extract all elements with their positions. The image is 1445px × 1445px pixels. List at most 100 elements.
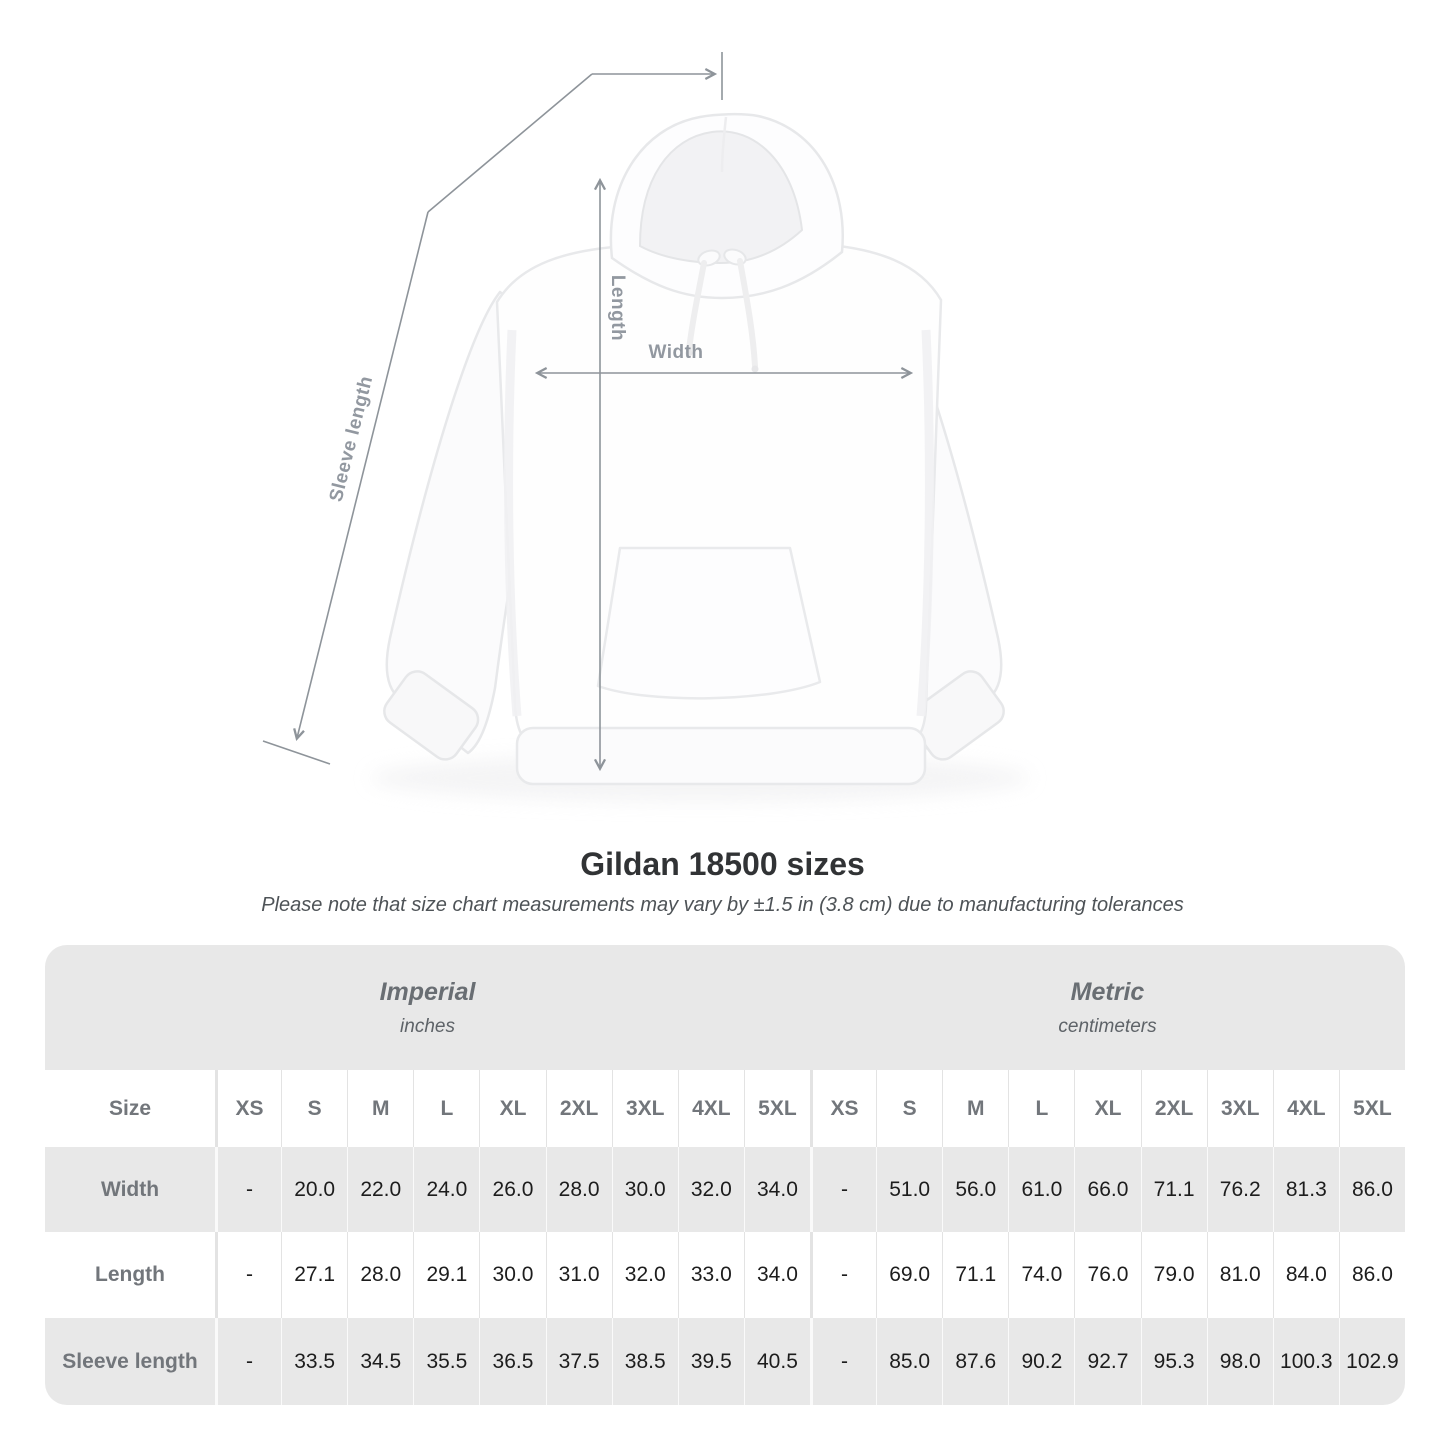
size-header-metric-m: M xyxy=(942,1070,1008,1147)
drawstring-tip xyxy=(685,349,693,357)
right-side-seam xyxy=(916,329,934,717)
value-cell-metric: - xyxy=(810,1318,876,1405)
value-cell-imperial: - xyxy=(215,1232,281,1318)
value-cell-imperial: 29.1 xyxy=(413,1232,479,1318)
value-cell-imperial: 40.5 xyxy=(743,1318,810,1405)
value-cell-metric: 74.0 xyxy=(1008,1232,1074,1318)
value-cell-imperial: 36.5 xyxy=(479,1318,545,1405)
value-cell-imperial: 30.0 xyxy=(611,1147,678,1232)
value-cell-imperial: 33.5 xyxy=(281,1318,347,1405)
imperial-unit-label: inches xyxy=(400,1015,455,1037)
value-cell-imperial: 33.0 xyxy=(677,1232,744,1318)
value-cell-imperial: 34.0 xyxy=(743,1147,810,1232)
value-cell-metric: 98.0 xyxy=(1206,1318,1273,1405)
width-measure-label: Width xyxy=(648,342,704,363)
value-cell-imperial: 34.0 xyxy=(743,1232,810,1318)
tolerance-note: Please note that size chart measurements… xyxy=(261,894,1184,916)
value-cell-metric: - xyxy=(810,1147,876,1232)
sleeve-shoulder-segment xyxy=(427,73,593,213)
value-cell-metric: 81.0 xyxy=(1206,1232,1273,1318)
value-cell-metric: - xyxy=(810,1232,876,1318)
row-label: Width xyxy=(100,1177,160,1201)
value-cell-imperial: - xyxy=(215,1318,281,1405)
value-cell-metric: 61.0 xyxy=(1008,1147,1074,1232)
value-cell-imperial: 35.5 xyxy=(413,1318,479,1405)
value-cell-imperial: 37.5 xyxy=(545,1318,612,1405)
imperial-section-header: Imperial inches xyxy=(45,945,810,1070)
size-table: Imperial inches Metric centimeters Size X… xyxy=(45,945,1405,1405)
size-header-metric-xl: XL xyxy=(1074,1070,1140,1147)
value-cell-metric: 95.3 xyxy=(1140,1318,1207,1405)
size-header-row: Size XS S M L XL 2XL 3XL 4XL 5XL XS S M L XL 2XL 3XL 4XL 5… xyxy=(45,1070,1405,1147)
value-cell-metric: 51.0 xyxy=(876,1147,942,1232)
metric-label: Metric xyxy=(1070,977,1145,1006)
sleeve-length-arrow xyxy=(293,211,429,742)
value-cell-metric: 76.0 xyxy=(1074,1232,1140,1318)
value-cell-metric: 79.0 xyxy=(1140,1232,1207,1318)
metric-unit-label: centimeters xyxy=(1058,1015,1157,1037)
size-column-header: Size xyxy=(108,1096,152,1120)
value-cell-metric: 102.9 xyxy=(1338,1318,1405,1405)
size-header-imperial-4xl: 4XL xyxy=(677,1070,744,1147)
hem-band xyxy=(515,726,927,786)
hoodie-garment xyxy=(370,112,1030,802)
size-header-metric-l: L xyxy=(1008,1070,1074,1147)
left-drawstring xyxy=(686,260,707,353)
size-header-imperial-s: S xyxy=(281,1070,347,1147)
value-cell-imperial: 20.0 xyxy=(281,1147,347,1232)
value-cell-metric: 92.7 xyxy=(1074,1318,1140,1405)
row-label: Length xyxy=(95,1263,165,1286)
value-cell-imperial: - xyxy=(215,1147,281,1232)
value-cell-imperial: 32.0 xyxy=(611,1232,678,1318)
hoodie-measurement-figure: Sleeve length Length Width xyxy=(262,52,1030,802)
width-row: Width -20.0 22.0 24.0 26.0 28.0 30.0 32.0 34.0-5… xyxy=(45,1147,1405,1232)
value-cell-imperial: 39.5 xyxy=(677,1318,744,1405)
left-side-seam xyxy=(504,329,522,717)
value-cell-metric: 71.1 xyxy=(942,1232,1008,1318)
metric-section-header: Metric centimeters xyxy=(810,945,1405,1070)
value-cell-imperial: 30.0 xyxy=(479,1232,545,1318)
value-cell-metric: 84.0 xyxy=(1272,1232,1339,1318)
value-cell-imperial: 26.0 xyxy=(479,1147,545,1232)
value-cell-metric: 90.2 xyxy=(1008,1318,1074,1405)
value-cell-imperial: 32.0 xyxy=(677,1147,744,1232)
imperial-label: Imperial xyxy=(379,977,476,1006)
value-cell-metric: 86.0 xyxy=(1338,1147,1405,1232)
size-header-metric-s: S xyxy=(876,1070,942,1147)
value-cell-metric: 69.0 xyxy=(876,1232,942,1318)
size-header-imperial-l: L xyxy=(413,1070,479,1147)
kangaroo-pocket xyxy=(596,546,822,700)
size-header-metric-2xl: 2XL xyxy=(1140,1070,1207,1147)
hood-seam xyxy=(720,116,728,173)
value-cell-metric: 76.2 xyxy=(1206,1147,1273,1232)
size-header-metric-3xl: 3XL xyxy=(1206,1070,1273,1147)
size-header-imperial-m: M xyxy=(347,1070,413,1147)
size-header-metric-5xl: 5XL xyxy=(1338,1070,1405,1147)
value-cell-imperial: 31.0 xyxy=(545,1232,612,1318)
sleeve-end-tick xyxy=(262,740,331,765)
measurement-lines xyxy=(262,52,914,772)
value-cell-metric: 66.0 xyxy=(1074,1147,1140,1232)
size-header-metric-xs: XS xyxy=(810,1070,876,1147)
unit-header-band: Imperial inches Metric centimeters xyxy=(45,945,1405,1070)
size-header-imperial-xl: XL xyxy=(479,1070,545,1147)
right-drawstring xyxy=(737,258,758,369)
value-cell-imperial: 28.0 xyxy=(545,1147,612,1232)
value-cell-metric: 100.3 xyxy=(1272,1318,1339,1405)
sleeve-length-row: Sleeve length -33.5 34.5 35.5 36.5 37.5 38.5 39… xyxy=(45,1318,1405,1405)
hoodie-illustration xyxy=(262,52,1030,802)
left-cuff xyxy=(383,670,480,761)
row-label: Sleeve length xyxy=(62,1349,198,1373)
value-cell-metric: 85.0 xyxy=(876,1318,942,1405)
value-cell-imperial: 27.1 xyxy=(281,1232,347,1318)
size-header-imperial-2xl: 2XL xyxy=(545,1070,612,1147)
value-cell-metric: 56.0 xyxy=(942,1147,1008,1232)
size-header-metric-4xl: 4XL xyxy=(1272,1070,1339,1147)
value-cell-metric: 71.1 xyxy=(1140,1147,1207,1232)
drawstring-tip xyxy=(751,365,759,373)
value-cell-metric: 87.6 xyxy=(942,1318,1008,1405)
value-cell-imperial: 38.5 xyxy=(611,1318,678,1405)
length-row: Length -27.1 28.0 29.1 30.0 31.0 32.0 33.0 34.0-… xyxy=(45,1232,1405,1318)
value-cell-imperial: 24.0 xyxy=(413,1147,479,1232)
size-header-imperial-5xl: 5XL xyxy=(743,1070,810,1147)
